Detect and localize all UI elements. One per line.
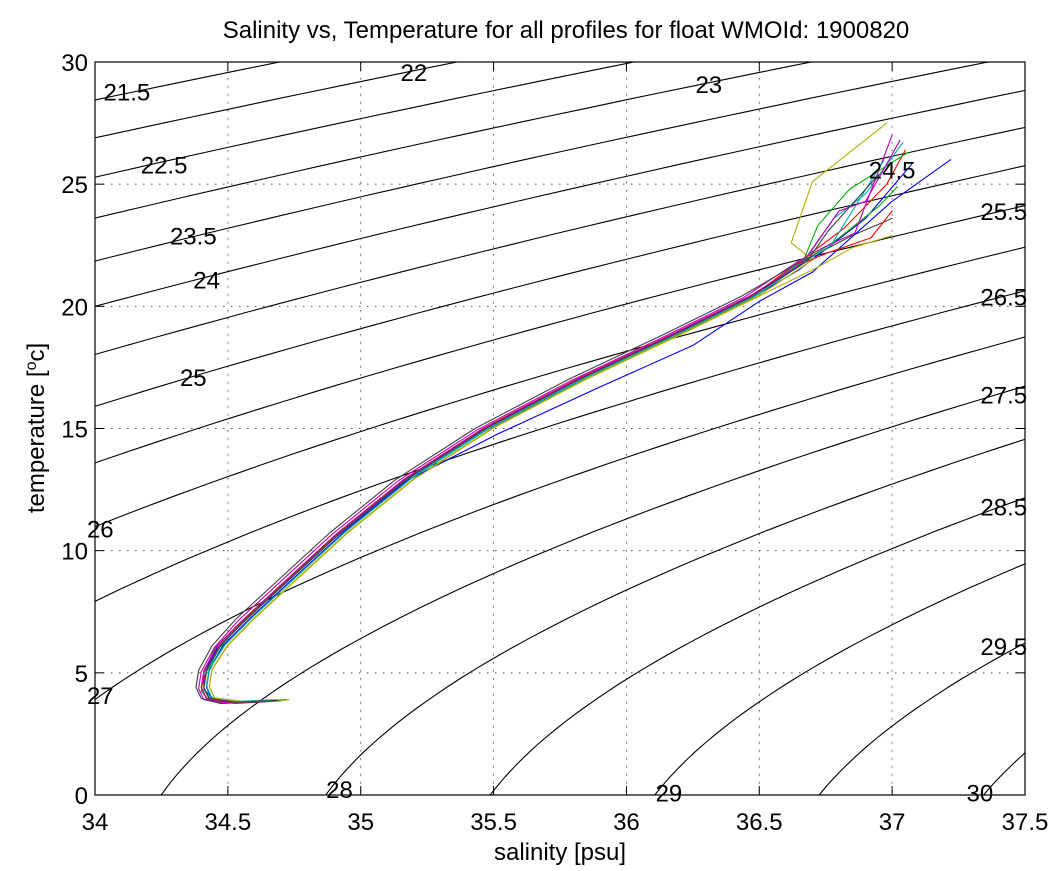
x-tick-label: 37.5 [1002,809,1049,836]
density-contour-line [95,62,991,262]
grid-lines [95,62,1025,795]
y-tick-label: 15 [61,417,88,444]
profile-line [206,159,885,702]
chart-title: Salinity vs, Temperature for all profile… [223,17,910,44]
x-tick-label: 34.5 [204,809,251,836]
density-contour-label: 23.5 [170,223,217,250]
density-contour-label: 29.5 [980,634,1027,661]
density-contour-line [982,752,1025,795]
density-contour-line [160,385,1025,795]
density-contour-label: 28 [326,777,353,804]
density-contour-label: 30 [966,781,993,808]
density-contour-line [95,62,460,139]
profile-lines [195,122,952,704]
density-contour-line [95,62,283,101]
density-contour-label: 24.5 [869,158,916,185]
density-contour-label: 29 [656,781,683,808]
x-tick-label: 34 [82,809,109,836]
density-contour-label: 25.5 [980,199,1027,226]
density-contour-label: 26.5 [980,285,1027,312]
density-contour-label: 22 [401,60,428,87]
density-contour-label: 22.5 [141,153,188,180]
density-contour-labels: 21.5 22 23 22.5 24.5 23.5 25.5 24 26.5 25 27.5 26 28… [87,60,1027,808]
density-contour-label: 23 [695,72,722,99]
x-tick-label: 36.5 [736,809,783,836]
y-tick-label: 10 [61,539,88,566]
density-contour-line [95,126,1025,356]
density-contour-line [95,62,814,219]
profile-line [195,217,893,704]
density-contour-label: 28.5 [980,495,1027,522]
density-contour-label: 27.5 [980,382,1027,409]
profile-line [208,234,893,703]
density-contour-line [818,642,1025,795]
density-contour-line [95,336,1025,701]
y-tick-label: 30 [61,50,88,77]
y-axis-label-superscript: o [23,361,40,370]
y-tick-label: 20 [61,294,88,321]
density-contour-line [95,165,1025,407]
x-tick-label: 35.5 [470,809,517,836]
density-contour-label: 21.5 [104,79,151,106]
axis-ticks: 34 34.5 35 35.5 36 36.5 37 37.5 0 5 10 15 20 25 30 [61,50,1048,836]
y-axis-label-tail: c] [23,343,50,362]
density-contour-line [654,563,1025,795]
profile-line [200,139,901,704]
x-axis-label: salinity [psu] [494,839,626,866]
x-tick-label: 36 [613,809,640,836]
density-contour-line [325,438,1025,795]
density-contour-label: 24 [193,267,220,294]
profile-line [198,134,893,704]
density-contour-line [489,497,1025,795]
density-contour-line [95,62,637,178]
y-tick-label: 25 [61,172,88,199]
y-axis-label: temperature [oc] [23,343,51,513]
density-contour-label: 26 [87,517,114,544]
y-tick-label: 5 [75,661,88,688]
x-tick-label: 35 [347,809,374,836]
density-contour-line [95,205,1025,464]
density-contour-line [95,89,1025,307]
x-tick-label: 37 [879,809,906,836]
profile-line [203,173,880,703]
density-contour-label: 27 [87,683,114,710]
density-contour-line [95,246,1025,528]
y-tick-label: 0 [75,783,88,810]
y-axis-label-base: temperature [ [23,370,50,513]
density-contour-label: 25 [180,365,207,392]
